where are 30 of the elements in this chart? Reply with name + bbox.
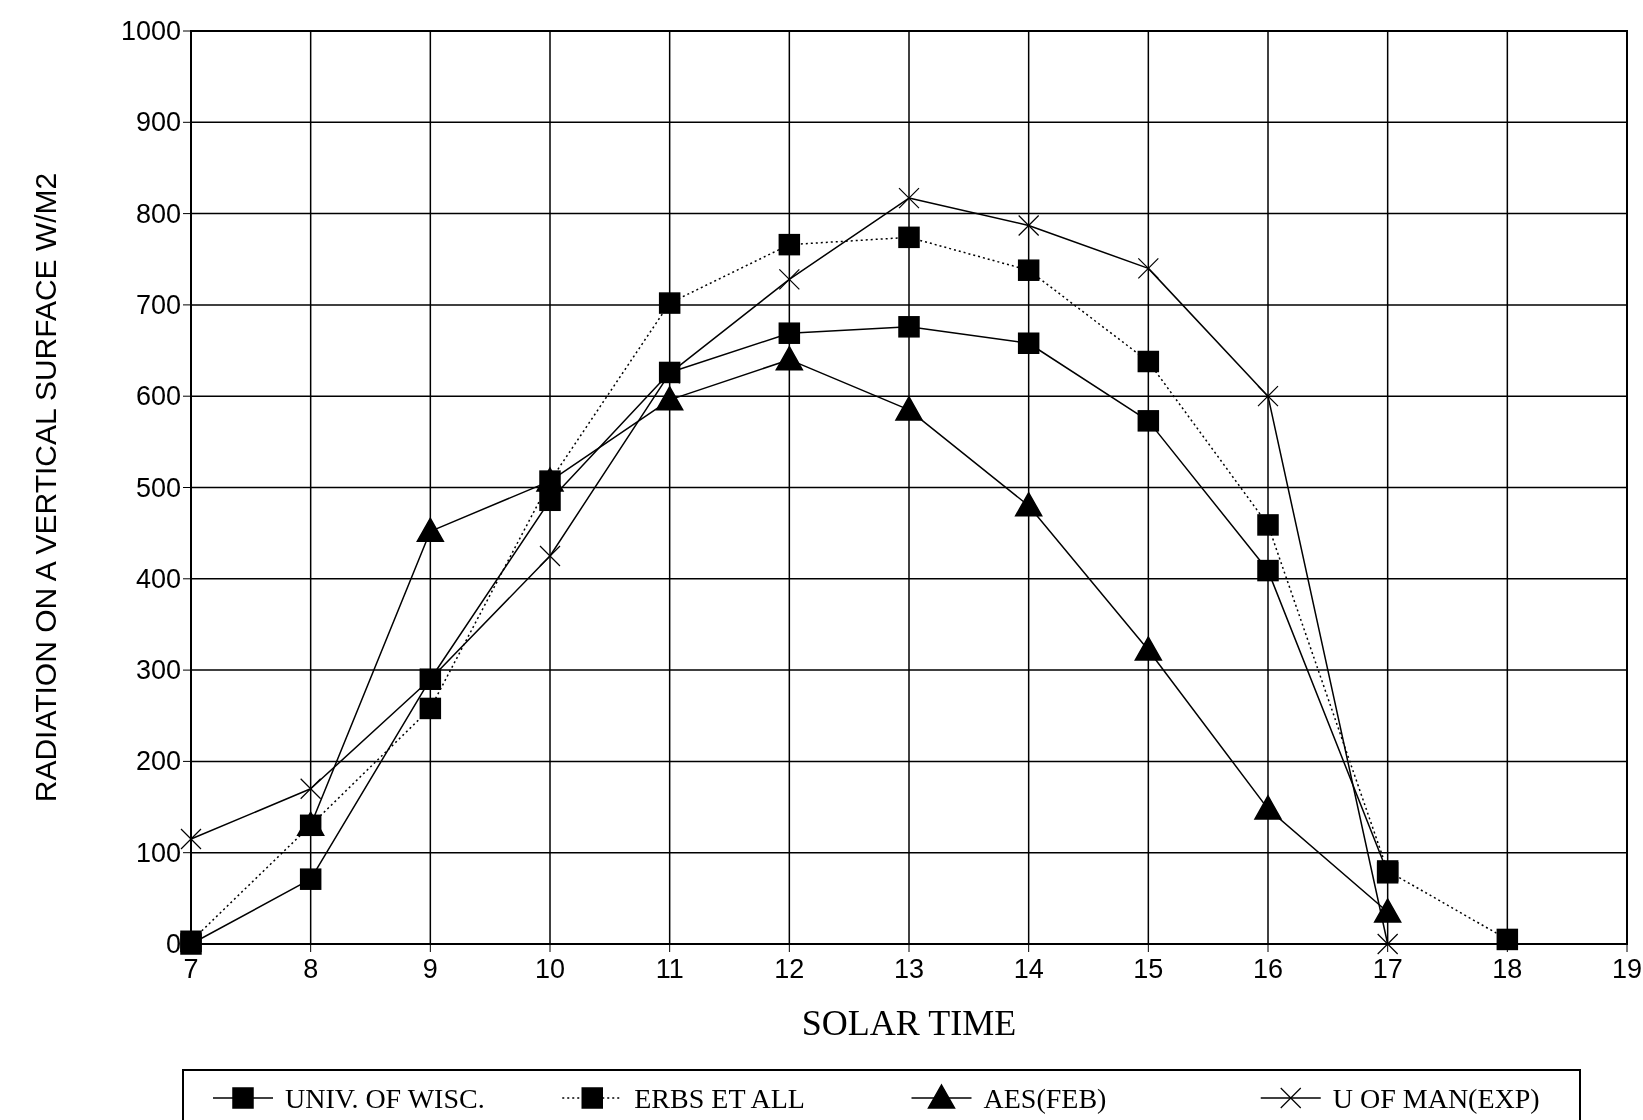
legend-label: U OF MAN(EXP) (1332, 1083, 1540, 1114)
legend-label: ERBS ET ALL (634, 1083, 805, 1114)
legend-label: AES(FEB) (983, 1083, 1107, 1114)
y-tick-label: 400 (135, 563, 181, 594)
y-tick-label: 800 (135, 198, 181, 229)
y-tick-label: 100 (135, 837, 181, 868)
y-axis-title: RADIATION ON A VERTICAL SURFACE W/M2 (29, 172, 62, 803)
x-tick-label: 12 (774, 954, 805, 984)
x-tick-label: 9 (422, 954, 438, 984)
x-tick-label: 19 (1611, 954, 1643, 984)
y-tick-label: 1000 (120, 16, 181, 46)
x-tick-label: 11 (655, 954, 684, 984)
x-tick-label: 18 (1492, 954, 1523, 984)
x-tick-label: 16 (1252, 954, 1284, 984)
x-tick-label: 15 (1133, 954, 1164, 984)
y-tick-label: 900 (135, 107, 181, 138)
y-tick-label: 600 (135, 381, 181, 412)
x-tick-label: 13 (893, 954, 925, 984)
y-tick-label: 500 (135, 472, 181, 503)
y-tick-label: 700 (135, 289, 181, 320)
legend-label: UNIV. OF WISC. (285, 1083, 485, 1114)
x-tick-label: 10 (534, 954, 566, 984)
x-tick-label: 7 (183, 954, 199, 984)
x-tick-label: 17 (1372, 954, 1403, 984)
y-tick-label: 0 (165, 929, 181, 959)
x-tick-label: 8 (303, 954, 319, 984)
y-tick-label: 200 (135, 746, 181, 777)
y-tick-label: 300 (135, 655, 181, 686)
x-axis-title: SOLAR TIME (801, 1003, 1017, 1043)
x-tick-label: 14 (1013, 954, 1044, 984)
